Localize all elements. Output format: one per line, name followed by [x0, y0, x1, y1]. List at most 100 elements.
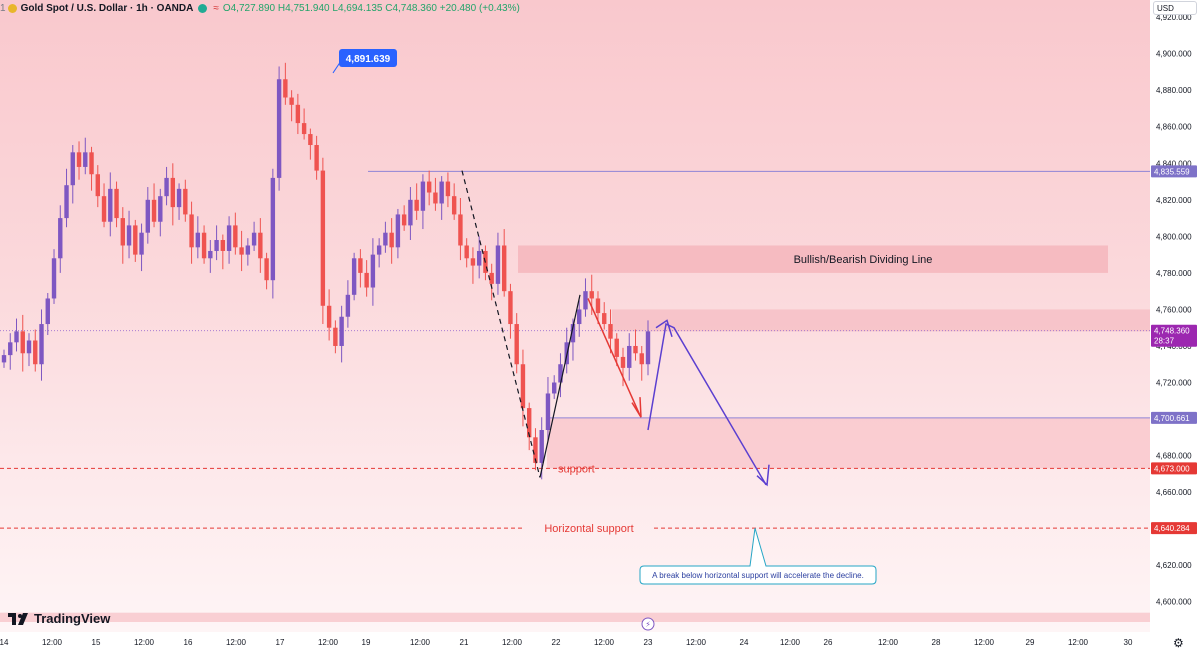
- candle-body: [308, 134, 313, 146]
- candle-body: [320, 170, 326, 306]
- x-tick-label: 15: [92, 638, 101, 647]
- candle-body: [133, 225, 138, 255]
- horizontal-support-label: Horizontal support: [544, 523, 633, 535]
- zone-label: Bullish/Bearish Dividing Line: [794, 254, 933, 266]
- candle-body: [45, 298, 50, 325]
- candle-body: [514, 324, 519, 365]
- x-tick-label: 24: [740, 638, 749, 647]
- x-tick-label: 12:00: [780, 638, 801, 647]
- candle-body: [577, 309, 582, 325]
- candle-body: [89, 152, 94, 175]
- time-axis[interactable]: [0, 632, 1200, 653]
- candle-body: [426, 181, 432, 193]
- gear-icon[interactable]: ⚙: [1173, 636, 1184, 650]
- candle-body: [8, 342, 13, 356]
- candle-body: [445, 181, 451, 197]
- zone-box: [547, 417, 1150, 469]
- candle-body: [39, 324, 44, 365]
- y-tick-label: 4,920.000: [1156, 13, 1192, 22]
- candle-body: [395, 214, 401, 248]
- tradingview-logo[interactable]: TradingView: [8, 611, 110, 626]
- candle-body: [470, 258, 476, 266]
- candle-body: [70, 152, 75, 186]
- x-tick-label: 12:00: [134, 638, 155, 647]
- price-label: 4,835.559: [1154, 167, 1190, 176]
- candle-body: [520, 364, 526, 409]
- candle-body: [126, 225, 132, 246]
- candle-body: [145, 199, 151, 233]
- candle-body: [602, 313, 607, 325]
- candle-body: [226, 225, 232, 251]
- candle-body: [239, 247, 244, 255]
- candle-body: [158, 196, 163, 222]
- candle-body: [101, 196, 107, 222]
- header-prefix: 1: [0, 2, 6, 14]
- zone-box: [612, 309, 1150, 332]
- candle-body: [527, 408, 532, 438]
- candle-body: [289, 97, 294, 105]
- projection-arrow-up: [655, 319, 673, 338]
- candle-body: [264, 258, 269, 281]
- x-tick-label: 22: [552, 638, 561, 647]
- candle-body: [501, 245, 507, 292]
- y-tick-label: 4,780.000: [1156, 269, 1192, 278]
- y-tick-label: 4,900.000: [1156, 50, 1192, 59]
- price-label: 4,700.661: [1154, 414, 1190, 423]
- candle-body: [64, 185, 69, 219]
- candle-body: [83, 152, 88, 167]
- symbol-header[interactable]: 1 Gold Spot / U.S. Dollar · 1h · OANDA ≈…: [0, 0, 520, 16]
- candle-body: [589, 291, 594, 299]
- candle-body: [120, 218, 125, 246]
- ohlc-high: H4,751.940: [277, 2, 330, 14]
- candle-body: [1, 355, 7, 363]
- candle-body: [545, 393, 551, 431]
- x-tick-label: 12:00: [594, 638, 615, 647]
- y-tick-label: 4,720.000: [1156, 379, 1192, 388]
- candle-body: [164, 177, 169, 197]
- decline-trend-line: [461, 170, 541, 478]
- x-tick-label: 30: [1124, 638, 1133, 647]
- candle-body: [476, 250, 482, 266]
- high-callout-label: 4,891.639: [346, 54, 391, 65]
- candle-body: [258, 232, 263, 259]
- wave-icon[interactable]: ≈: [213, 2, 219, 14]
- candle-body: [645, 331, 651, 365]
- annotation-text: A break below horizontal support will ac…: [652, 571, 864, 580]
- candle-body: [451, 196, 457, 215]
- x-tick-label: 12:00: [686, 638, 707, 647]
- candle-body: [608, 324, 613, 339]
- candle-body: [201, 232, 207, 259]
- gold-coin-icon: [7, 3, 17, 13]
- plot-bottom-band: [0, 612, 1150, 622]
- candle-body: [151, 199, 157, 222]
- red-arrow-head: [631, 397, 642, 418]
- currency-button[interactable]: USD: [1153, 1, 1197, 15]
- candle-body: [189, 214, 194, 248]
- y-tick-label: 4,600.000: [1156, 598, 1192, 607]
- candle-body: [176, 188, 182, 208]
- candle-body: [620, 356, 626, 368]
- candle-body: [633, 345, 638, 354]
- x-tick-label: 17: [276, 638, 285, 647]
- candle-body: [583, 291, 588, 310]
- symbol-title[interactable]: Gold Spot / U.S. Dollar · 1h · OANDA: [20, 2, 194, 14]
- candle-body: [270, 177, 276, 281]
- y-tick-label: 4,800.000: [1156, 232, 1192, 241]
- support-label: support: [558, 463, 595, 475]
- ohlc-low: L4,694.135: [332, 2, 383, 14]
- x-tick-label: 26: [824, 638, 833, 647]
- ohlc-close: C4,748.360: [385, 2, 437, 14]
- price-label-box: [1151, 522, 1197, 535]
- candle-body: [108, 188, 113, 222]
- x-tick-label: 23: [644, 638, 653, 647]
- candle-body: [558, 364, 563, 383]
- candle-body: [114, 188, 119, 219]
- rebound-trend-line: [539, 294, 581, 478]
- projection-path: [647, 322, 767, 486]
- candle-body: [489, 272, 494, 284]
- x-tick-label: 16: [184, 638, 193, 647]
- candle-body: [14, 331, 19, 343]
- annotation-callout-box: [639, 527, 877, 585]
